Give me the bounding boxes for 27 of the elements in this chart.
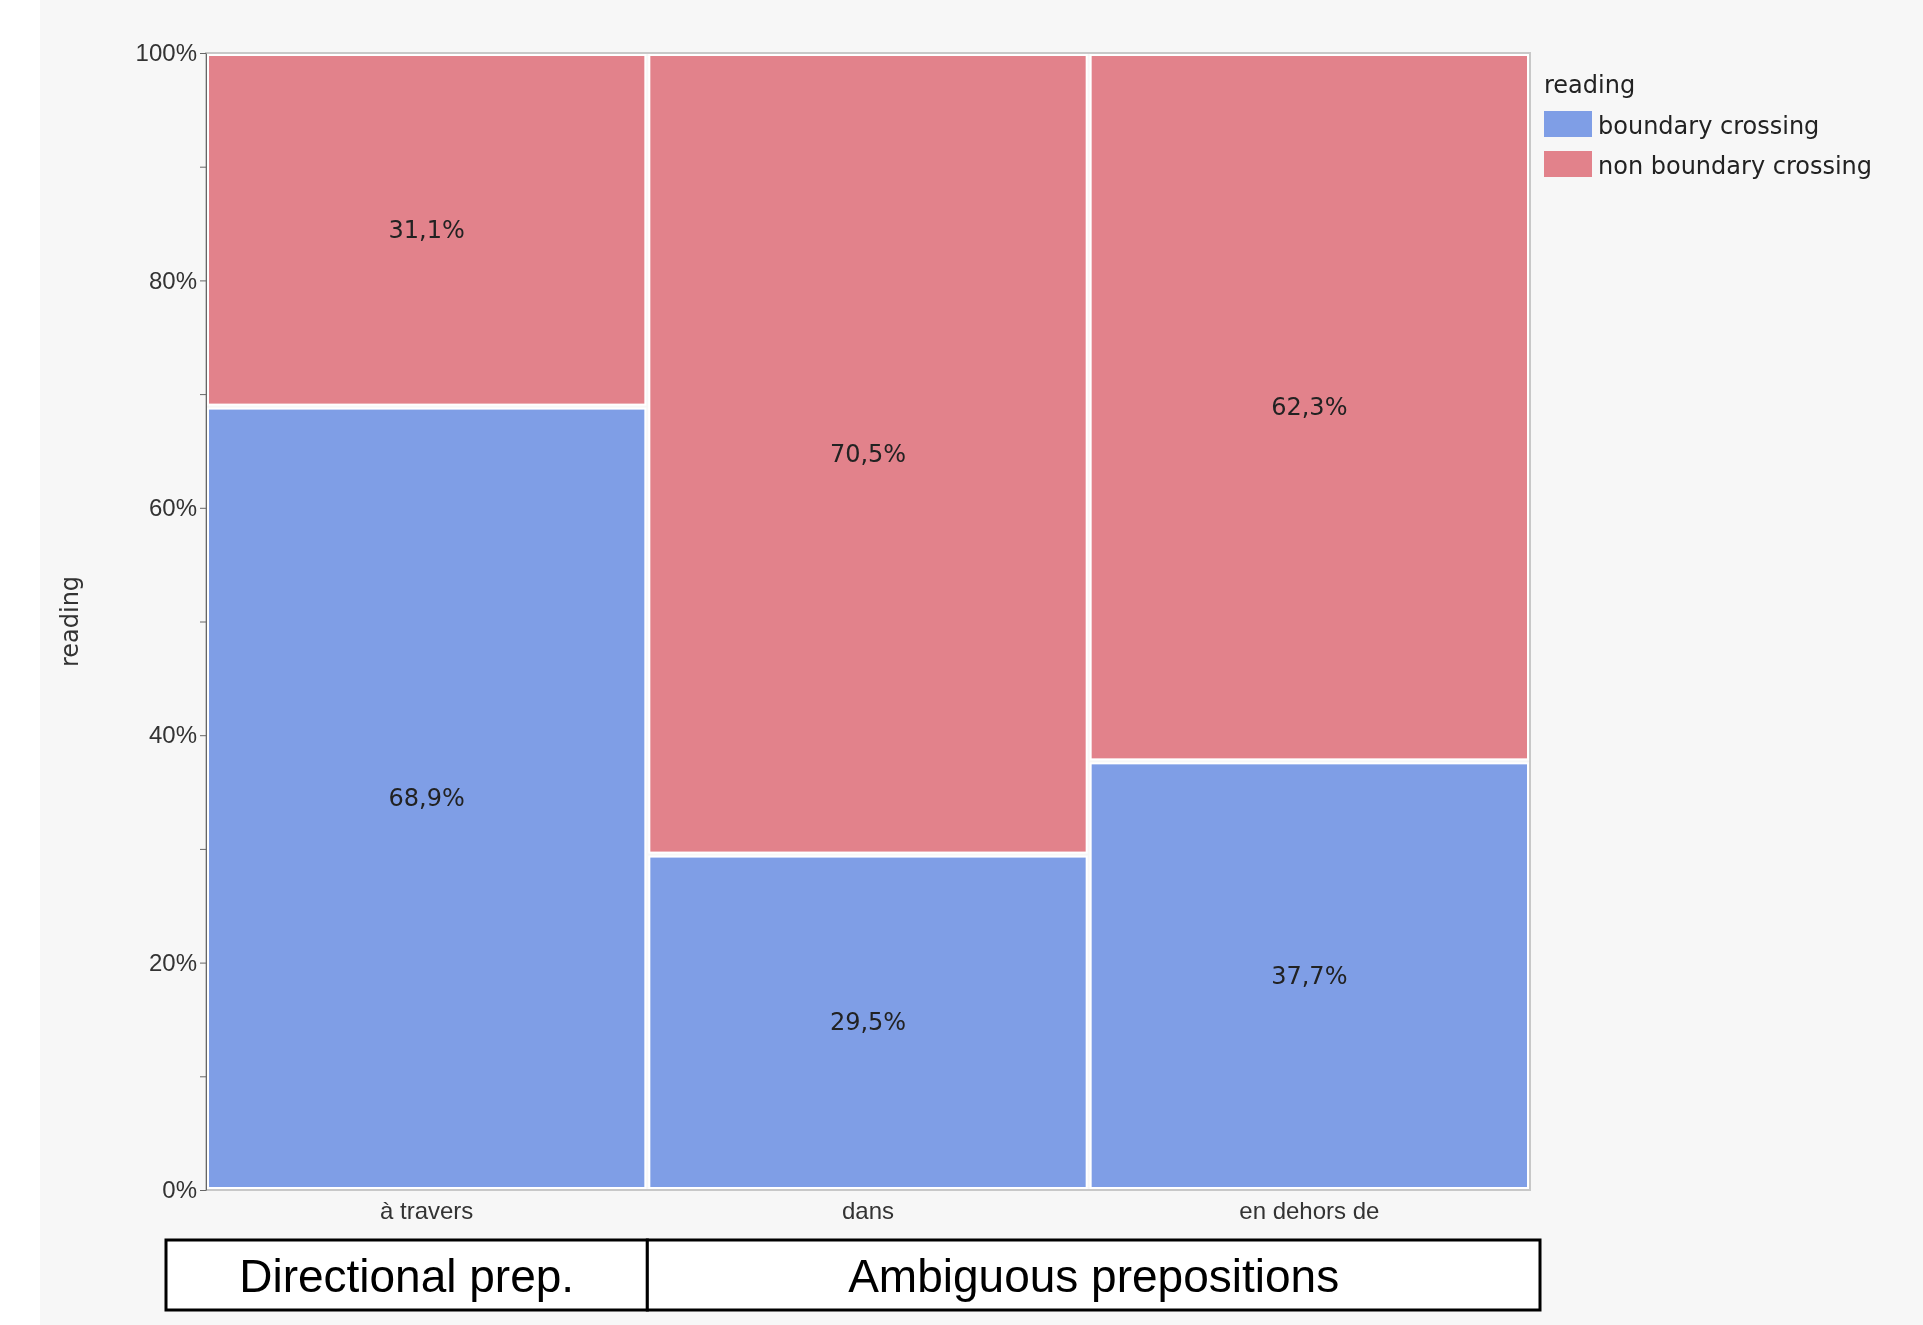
y-tick-label: 60% — [148, 493, 197, 521]
data-label: 70,5% — [829, 439, 907, 468]
y-tick-label: 100% — [135, 39, 197, 67]
text: Ambiguous prepositions — [848, 1250, 1340, 1302]
bar — [207, 54, 647, 406]
y-tick-label: 80% — [148, 266, 197, 294]
bar — [207, 407, 647, 1189]
legend-title: reading — [1544, 71, 1636, 99]
y-tick-label: 0% — [162, 1176, 197, 1204]
y-axis-title: reading — [56, 575, 84, 668]
x-tick-label: en dehors de — [1239, 1197, 1380, 1225]
x-tick-label: à travers — [379, 1197, 474, 1225]
text: Directional prep. — [239, 1250, 575, 1302]
legend-label: boundary crossing — [1598, 112, 1820, 140]
data-label: 29,5% — [829, 1008, 907, 1037]
data-label: 68,9% — [388, 784, 465, 813]
bar — [648, 54, 1088, 854]
data-label: 31,1% — [388, 215, 465, 244]
y-tick-label: 20% — [148, 948, 197, 976]
y-tick-label: 40% — [148, 721, 197, 749]
data-label: 62,3% — [1271, 393, 1348, 422]
bar — [1089, 54, 1529, 761]
text: non boundary crossing — [1598, 152, 1873, 180]
x-tick-label: dans — [841, 1197, 895, 1225]
data-label: 37,7% — [1271, 961, 1348, 990]
bar — [648, 855, 1088, 1189]
bar — [1089, 762, 1529, 1189]
